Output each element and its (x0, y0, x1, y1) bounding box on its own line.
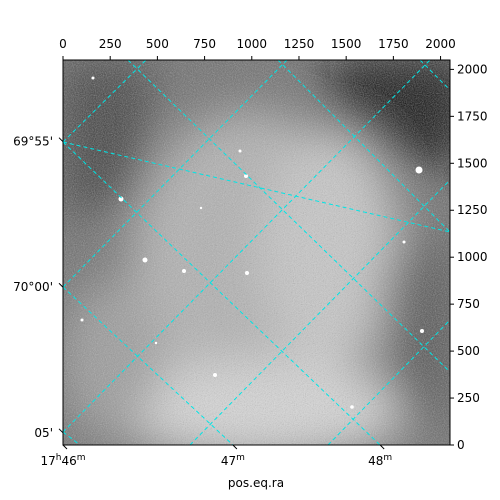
grid-line (127, 60, 450, 373)
grid-line (419, 60, 450, 91)
top-tick-label: 1750 (378, 37, 409, 51)
grid-line (277, 60, 450, 233)
top-tick-label: 1000 (237, 37, 268, 51)
right-tick-label: 2000 (457, 62, 488, 76)
ra-tick-label: 47m (221, 453, 245, 468)
dec-tick-label: 05' (34, 426, 53, 440)
right-axis-ticks: 0 250 500 750 1000 1250 1500 1750 2000 (450, 62, 488, 452)
top-tick-label: 2000 (425, 37, 456, 51)
top-tick-label: 500 (146, 37, 169, 51)
top-tick-label: 0 (59, 37, 67, 51)
top-tick-label: 1250 (284, 37, 315, 51)
dec-tick-mark (58, 137, 64, 143)
bottom-ra-ticks: 17h46m 47m 48m (40, 444, 392, 468)
left-dec-ticks: 69°55' 70°00' 05' (13, 135, 64, 440)
top-tick-label: 1500 (331, 37, 362, 51)
grid-line (327, 319, 450, 445)
dec-tick-label: 69°55' (13, 135, 53, 149)
axes-frame (62, 59, 451, 446)
right-tick-label: 750 (457, 297, 480, 311)
grid-line (63, 431, 81, 445)
grid-line (63, 141, 381, 445)
image-panel (63, 60, 450, 445)
ra-tick-label: 17h46m (40, 453, 85, 468)
top-tick-label: 250 (99, 37, 122, 51)
right-tick-label: 250 (457, 391, 480, 405)
grid-line (63, 60, 147, 143)
right-tick-label: 0 (457, 438, 465, 452)
grid-line (63, 60, 431, 433)
x-axis-label: pos.eq.ra (228, 476, 284, 490)
ra-tick-label: 48m (368, 453, 392, 468)
top-tick-label: 750 (193, 37, 216, 51)
ra-tick-mark (379, 444, 385, 450)
coordinate-grid (63, 60, 450, 445)
star-points (80, 76, 424, 409)
ra-tick-mark (62, 444, 68, 450)
right-tick-label: 1250 (457, 203, 488, 217)
right-tick-label: 1000 (457, 250, 488, 264)
right-tick-label: 1750 (457, 109, 488, 123)
dec-tick-mark (58, 428, 64, 434)
ra-tick-mark (232, 444, 238, 450)
right-tick-label: 1500 (457, 156, 488, 170)
right-tick-label: 500 (457, 344, 480, 358)
dec-tick-label: 70°00' (13, 280, 53, 294)
grid-line (63, 141, 450, 233)
dec-tick-mark (58, 282, 64, 288)
grid-line (63, 286, 234, 445)
grid-line (189, 179, 450, 445)
top-axis-ticks: 0 250 500 750 1000 1250 1500 1750 2000 (59, 37, 456, 60)
